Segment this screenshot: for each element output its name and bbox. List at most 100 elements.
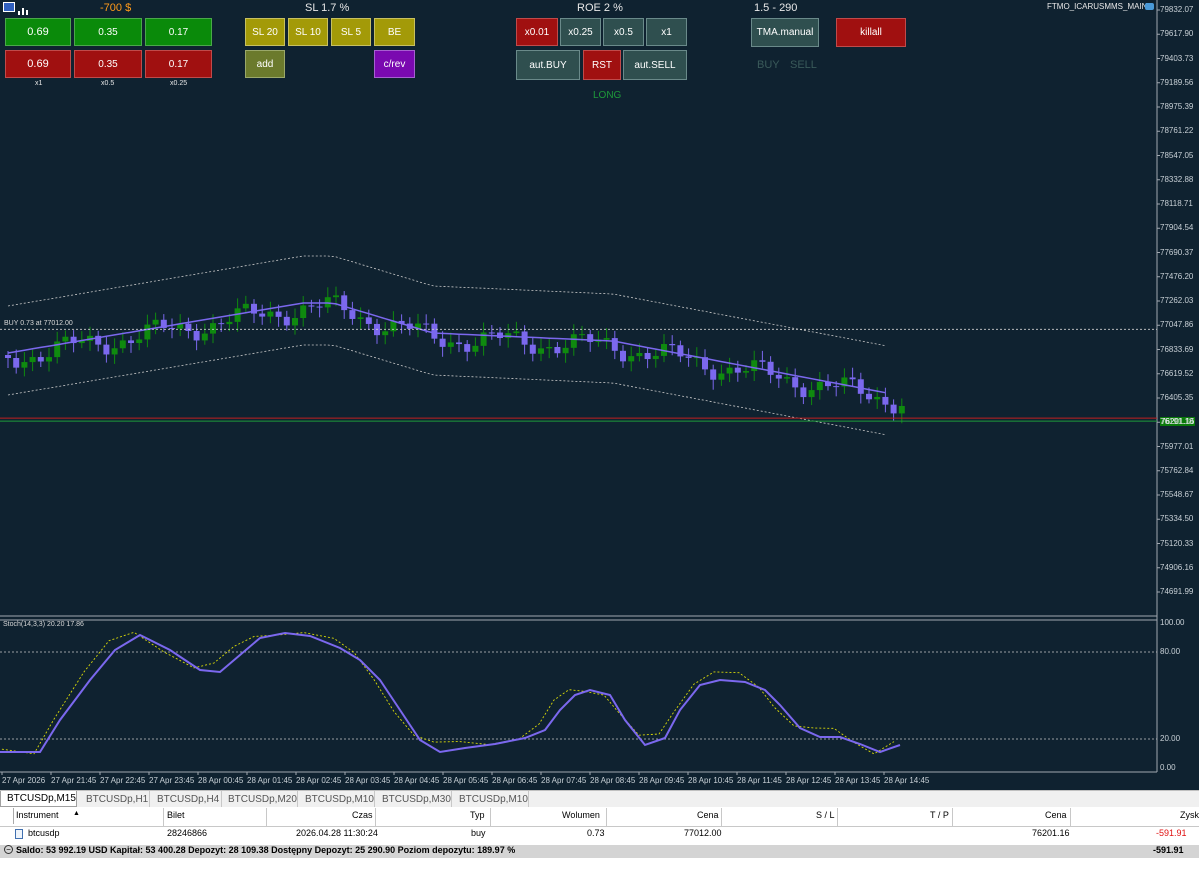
candle-body [431, 323, 438, 339]
chart-area[interactable]: -700 $ SL 1.7 % ROE 2 % 1.5 - 290 FTMO_I… [0, 0, 1199, 790]
candle-body [78, 340, 85, 344]
tab-btcusdp-h1[interactable]: BTCUSDp,H1 [80, 791, 150, 807]
sell-lot-button-1[interactable]: 0.69 [5, 50, 71, 78]
candle-body [5, 355, 11, 358]
price-tick-label: 77262.03 [1160, 296, 1194, 305]
header-sl[interactable]: S / L [816, 810, 835, 820]
sl-5-button[interactable]: SL 5 [331, 18, 371, 46]
candle-body [275, 311, 282, 317]
time-tick-label: 28 Apr 05:45 [443, 776, 489, 785]
header-type[interactable]: Typ [470, 810, 485, 820]
tab-btcusdp-m15[interactable]: BTCUSDp,M15 [0, 791, 77, 807]
size-x1-button[interactable]: x1 [646, 18, 687, 46]
sl-10-button[interactable]: SL 10 [288, 18, 328, 46]
reset-button[interactable]: RST [583, 50, 621, 80]
sell-state-label: SELL [790, 59, 817, 71]
candle-body [308, 305, 315, 307]
price-tick-label: 79403.73 [1160, 53, 1194, 63]
size-x0.25-button[interactable]: x0.25 [560, 18, 601, 46]
candle-body [611, 338, 618, 351]
sell-lot-button-3[interactable]: 0.17 [145, 50, 212, 78]
sell-lot-button-2[interactable]: 0.35 [74, 50, 142, 78]
summary-profit: -591.91 [1153, 845, 1184, 855]
buy-lot-button-3[interactable]: 0.17 [145, 18, 212, 46]
add-button[interactable]: add [245, 50, 285, 78]
candle-body [128, 340, 134, 344]
candle-body [152, 319, 159, 325]
lot-multiplier-1: x1 [35, 80, 43, 87]
tab-btcusdp-m30[interactable]: BTCUSDp,M30 [376, 791, 452, 807]
buy-lot-button-2[interactable]: 0.35 [74, 18, 142, 46]
bar-chart-icon[interactable] [18, 2, 28, 15]
candle-body [316, 306, 323, 308]
auto-buy-button[interactable]: aut.BUY [516, 50, 580, 80]
price-tick-label: 75548.67 [1160, 490, 1194, 499]
price-tick-label: 74906.16 [1160, 562, 1194, 572]
candle-body [29, 357, 36, 363]
flag-icon[interactable] [3, 2, 15, 12]
candle-body [685, 356, 692, 358]
price-tick-label: 75334.50 [1160, 514, 1194, 524]
candle-body [587, 334, 594, 342]
sl-label: SL 1.7 % [305, 2, 350, 14]
header-profit[interactable]: Zysk [1180, 810, 1199, 820]
price-tick-label: 79832.07 [1160, 5, 1194, 14]
header-ticket[interactable]: Bilet [167, 810, 185, 820]
stoch-tick-label: 100.00 [1160, 618, 1185, 627]
auto-sell-button[interactable]: aut.SELL [623, 50, 687, 80]
row-volume: 0.73 [587, 828, 605, 838]
chart-canvas[interactable] [0, 0, 1199, 790]
price-tick-label: 77904.54 [1160, 223, 1194, 233]
header-volume[interactable]: Wolumen [562, 810, 600, 820]
tab-btcusdp-h4[interactable]: BTCUSDp,H4 [151, 791, 222, 807]
price-tick-label: 75120.33 [1160, 538, 1194, 548]
col-separator [721, 808, 722, 826]
terminal-panel [0, 807, 1199, 875]
tab-btcusdp-m10[interactable]: BTCUSDp,M10 [299, 791, 375, 807]
candle-body [70, 336, 77, 344]
header-instrument[interactable]: Instrument [16, 810, 59, 820]
candle-body [193, 330, 200, 341]
candle-body [226, 321, 233, 325]
candle-body [54, 341, 61, 358]
candle-body [513, 331, 520, 334]
candle-body [620, 350, 626, 362]
row-instrument[interactable]: btcusdp [28, 828, 60, 838]
killall-button[interactable]: killall [836, 18, 906, 47]
breakeven-button[interactable]: BE [374, 18, 415, 46]
header-price[interactable]: Cena [697, 810, 719, 820]
candle-body [849, 377, 856, 380]
close-reverse-button[interactable]: c/rev [374, 50, 415, 78]
candle-body [669, 344, 676, 346]
candle-body [169, 327, 175, 329]
header-current-price[interactable]: Cena [1045, 810, 1067, 820]
candle-body [447, 342, 454, 347]
candle-body [333, 295, 339, 298]
candle-body [480, 332, 487, 346]
sl-20-button[interactable]: SL 20 [245, 18, 285, 46]
candle-body [866, 393, 872, 400]
header-tp[interactable]: T / P [930, 810, 949, 820]
tma-manual-button[interactable]: TMA.manual [751, 18, 819, 47]
account-summary: Saldo: 53 992.19 USD Kapitał: 53 400.28 … [16, 845, 516, 855]
candle-body [890, 404, 897, 414]
size-x0.5-button[interactable]: x0.5 [603, 18, 644, 46]
col-separator [375, 808, 376, 826]
price-tick-label: 76191.18 [1160, 417, 1194, 427]
candle-body [177, 323, 184, 329]
buy-lot-button-1[interactable]: 0.69 [5, 18, 71, 46]
minus-circle-icon[interactable]: − [4, 845, 13, 854]
candle-body [603, 338, 610, 340]
header-time[interactable]: Czas [352, 810, 373, 820]
terminal-close-strip[interactable] [5, 808, 14, 824]
tab-btcusdp-m10-2[interactable]: BTCUSDp,M10 [453, 791, 529, 807]
tab-btcusdp-m20[interactable]: BTCUSDp,M20 [222, 791, 298, 807]
size-x0.01-button[interactable]: x0.01 [516, 18, 558, 46]
candle-body [464, 344, 471, 352]
stoch-tick-label: 0.00 [1160, 763, 1176, 772]
price-tick-label: 78761.22 [1160, 126, 1194, 136]
time-tick-label: 28 Apr 08:45 [590, 776, 636, 785]
price-tick-label: 76833.69 [1160, 344, 1194, 354]
time-tick-label: 28 Apr 02:45 [296, 776, 342, 785]
price-tick-label: 78332.88 [1160, 174, 1194, 184]
